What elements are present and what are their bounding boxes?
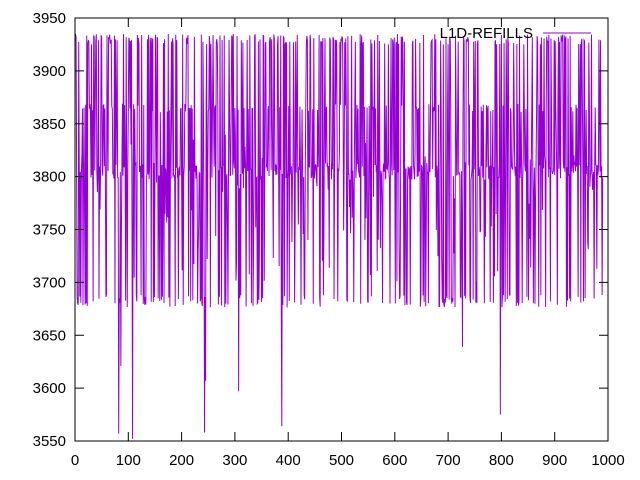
y-tick-label: 3600: [33, 380, 66, 397]
x-tick-label: 1000: [591, 452, 624, 469]
legend: L1D-REFILLS: [440, 25, 591, 42]
x-tick-label: 400: [276, 452, 301, 469]
y-tick-label: 3800: [33, 169, 66, 186]
y-tick-label: 3700: [33, 274, 66, 291]
x-tick-label: 500: [329, 452, 354, 469]
x-tick-label: 300: [222, 452, 247, 469]
series-layer: [74, 33, 604, 439]
legend-label: L1D-REFILLS: [440, 25, 533, 42]
y-tick-label: 3900: [33, 63, 66, 80]
y-tick-label: 3550: [33, 433, 66, 450]
x-tick-label: 100: [116, 452, 141, 469]
x-tick-label: 900: [542, 452, 567, 469]
x-tick-label: 600: [382, 452, 407, 469]
axes: 3550 3600 3650 3700 3750 3800 3850 3900 3950 0 100…: [33, 10, 625, 469]
y-tick-label: 3650: [33, 327, 66, 344]
y-tick-label: 3750: [33, 222, 66, 239]
y-tick-label: 3950: [33, 10, 66, 27]
series-line-l1d-refills: [74, 33, 604, 439]
x-tick-label: 700: [436, 452, 461, 469]
y-tick-label: 3850: [33, 116, 66, 133]
x-tick-label: 200: [169, 452, 194, 469]
x-tick-label: 0: [71, 452, 79, 469]
x-tick-label: 800: [489, 452, 514, 469]
